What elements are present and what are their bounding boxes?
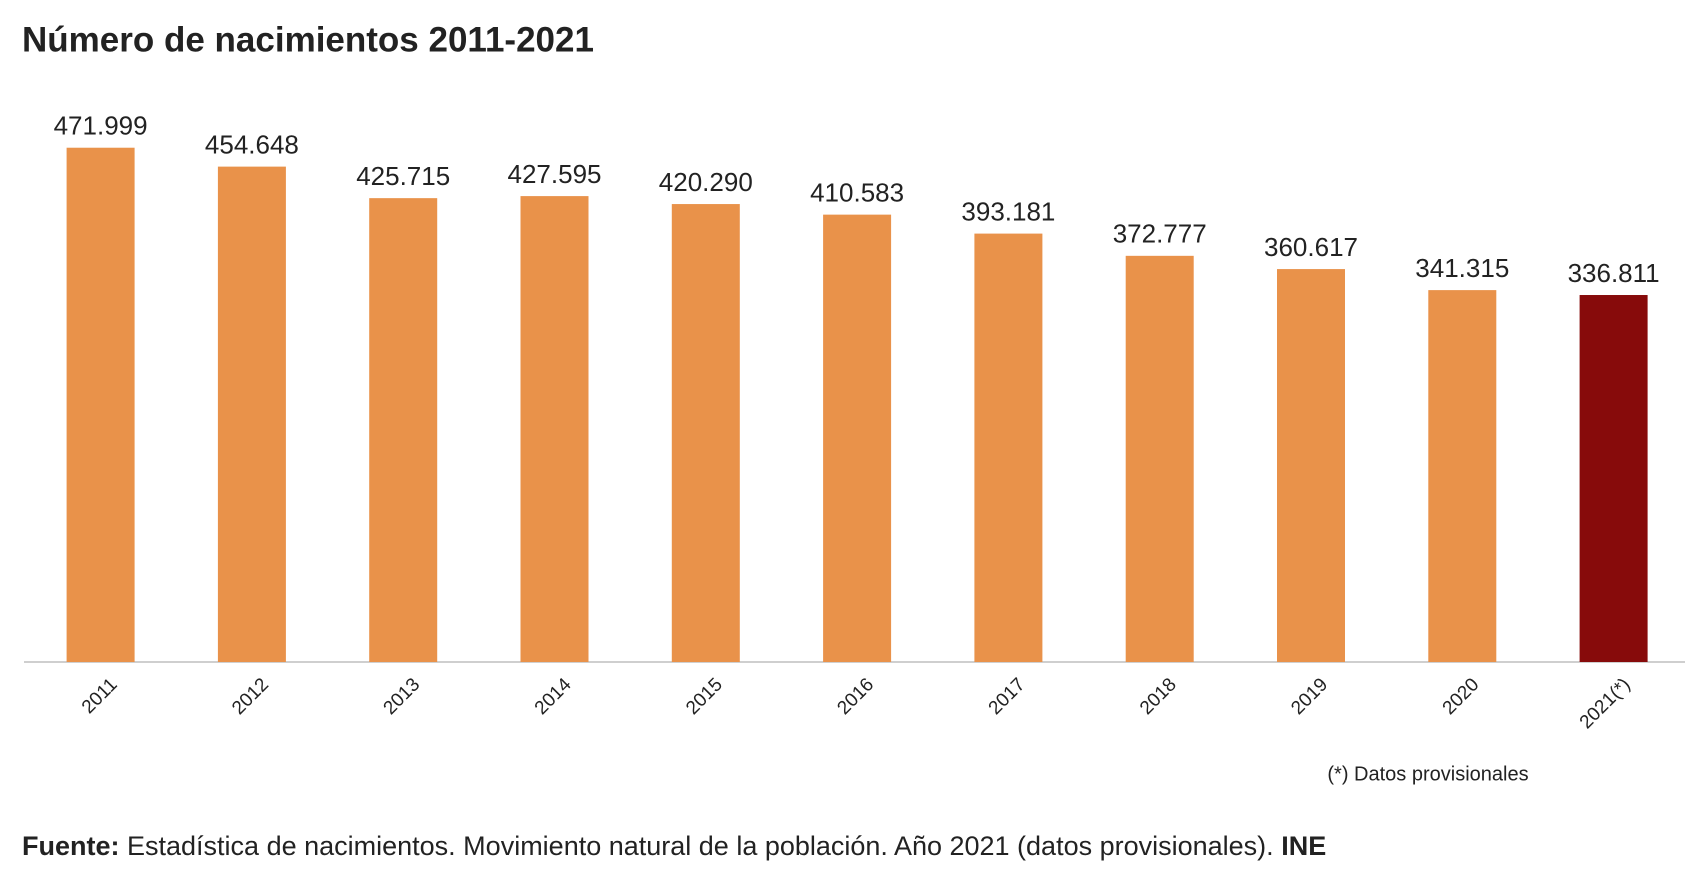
bar xyxy=(217,166,286,663)
x-tick-label: 2021(*) xyxy=(1576,674,1635,733)
bar xyxy=(823,214,892,662)
source-org: INE xyxy=(1281,831,1326,861)
data-label: 393.181 xyxy=(961,196,1055,226)
chart-title: Número de nacimientos 2011-2021 xyxy=(22,20,594,59)
bar xyxy=(1277,269,1345,662)
bar xyxy=(1125,255,1194,662)
x-tick-label: 2020 xyxy=(1439,674,1484,719)
bar xyxy=(1579,295,1648,662)
source: Fuente: Estadística de nacimientos. Movi… xyxy=(22,831,1326,861)
data-label: 420.290 xyxy=(659,167,753,197)
data-label: 372.777 xyxy=(1113,219,1207,249)
data-label: 427.595 xyxy=(508,159,602,189)
x-tick-label: 2015 xyxy=(682,674,727,719)
bar xyxy=(974,233,1043,662)
bar xyxy=(369,198,438,663)
data-label: 360.617 xyxy=(1264,232,1358,262)
data-label: 425.715 xyxy=(356,161,450,191)
x-tick-label: 2012 xyxy=(228,674,273,719)
data-label: 454.648 xyxy=(205,129,299,159)
source-text: Estadística de nacimientos. Movimiento n… xyxy=(127,831,1274,861)
data-label: 410.583 xyxy=(810,178,904,208)
x-tick-label: 2011 xyxy=(78,674,122,718)
footnote: (*) Datos provisionales xyxy=(1327,763,1528,785)
x-tick-label: 2014 xyxy=(531,674,576,719)
data-label: 336.811 xyxy=(1568,258,1660,288)
x-tick-label: 2013 xyxy=(380,674,425,719)
bar xyxy=(671,204,740,662)
bar xyxy=(66,147,135,662)
bar xyxy=(1428,290,1497,662)
bar xyxy=(520,196,589,662)
source-label: Fuente: xyxy=(22,831,120,861)
data-label: 471.999 xyxy=(54,111,148,141)
x-tick-label: 2018 xyxy=(1136,674,1181,719)
x-tick-label: 2019 xyxy=(1287,674,1332,719)
x-tick-label: 2016 xyxy=(833,674,878,719)
x-tick-label: 2017 xyxy=(985,674,1030,719)
data-label: 341.315 xyxy=(1415,253,1509,283)
